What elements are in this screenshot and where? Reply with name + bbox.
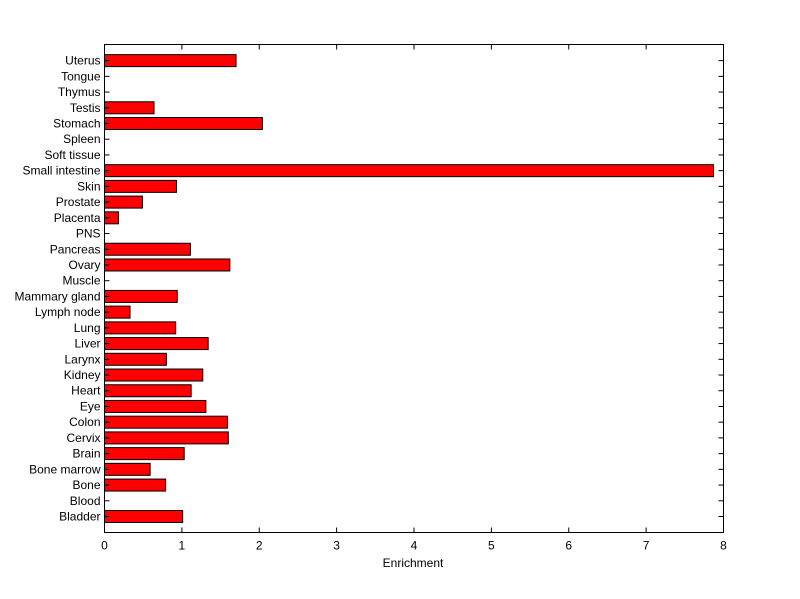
bar-cervix xyxy=(104,431,229,445)
x-tick-label: 5 xyxy=(488,539,495,553)
x-axis-label: Enrichment xyxy=(383,556,444,570)
y-tick-label: Cervix xyxy=(66,431,100,445)
bar-small-intestine xyxy=(104,164,714,178)
y-tick-label: Muscle xyxy=(62,274,100,288)
y-tick-label: Eye xyxy=(80,399,101,413)
bar-stomach xyxy=(104,117,263,130)
x-tick-label: 0 xyxy=(101,539,108,553)
y-tick-label: Placenta xyxy=(54,211,101,225)
bar-pancreas xyxy=(104,242,191,256)
y-tick-label: Bone marrow xyxy=(29,462,101,476)
bar-kidney xyxy=(104,368,204,382)
bar-lung xyxy=(104,321,177,335)
plot-frame xyxy=(104,44,724,533)
bar-skin xyxy=(104,179,177,193)
y-tick-label: Colon xyxy=(69,415,100,429)
y-tick-label: PNS xyxy=(76,227,101,241)
x-tick-label: 2 xyxy=(256,539,263,553)
bar-mammary-gland xyxy=(104,289,178,303)
y-tick-label: Mammary gland xyxy=(14,289,100,303)
y-tick-label: Testis xyxy=(70,101,101,115)
bar-brain xyxy=(104,447,185,461)
bar-heart xyxy=(104,384,192,398)
bar-ovary xyxy=(104,258,231,272)
y-tick-label: Lymph node xyxy=(35,305,101,319)
bar-bone xyxy=(104,478,167,492)
y-tick-label: Ovary xyxy=(68,258,100,272)
y-tick-label: Prostate xyxy=(56,195,101,209)
y-tick-label: Lung xyxy=(74,321,101,335)
bar-colon xyxy=(104,415,229,429)
y-tick-label: Larynx xyxy=(64,352,100,366)
y-tick-label: Brain xyxy=(72,447,100,461)
y-tick-label: Blood xyxy=(70,494,101,508)
y-tick-label: Kidney xyxy=(64,368,101,382)
bar-prostate xyxy=(104,195,143,209)
x-axis: 0 1 2 3 4 5 6 7 8 xyxy=(101,44,727,553)
x-tick-label: 6 xyxy=(565,539,572,553)
y-tick-label: Spleen xyxy=(63,132,100,146)
y-tick-label: Small intestine xyxy=(22,164,100,178)
y-tick-label: Uterus xyxy=(65,54,100,68)
y-tick-label: Bladder xyxy=(59,510,100,524)
x-tick-label: 3 xyxy=(333,539,340,553)
y-tick-label: Liver xyxy=(74,337,100,351)
bar-bone-marrow xyxy=(104,462,151,476)
x-tick-label: 4 xyxy=(411,539,418,553)
y-tick-label: Soft tissue xyxy=(44,148,100,162)
x-tick-label: 8 xyxy=(720,539,727,553)
bar-testis xyxy=(104,101,155,115)
y-tick-label: Bone xyxy=(72,478,100,492)
y-tick-label: Tongue xyxy=(61,69,101,83)
bars-group xyxy=(104,54,714,523)
bar-larynx xyxy=(104,352,167,366)
bar-uterus xyxy=(104,54,237,68)
y-tick-label: Thymus xyxy=(58,85,101,99)
bar-bladder xyxy=(104,510,184,523)
y-tick-label: Heart xyxy=(71,384,101,398)
x-tick-label: 1 xyxy=(179,539,186,553)
bar-eye xyxy=(104,399,207,413)
y-tick-label: Pancreas xyxy=(50,242,101,256)
y-tick-label: Skin xyxy=(77,179,100,193)
bar-liver xyxy=(104,337,209,351)
y-tick-label: Stomach xyxy=(53,117,100,131)
x-tick-label: 7 xyxy=(643,539,650,553)
